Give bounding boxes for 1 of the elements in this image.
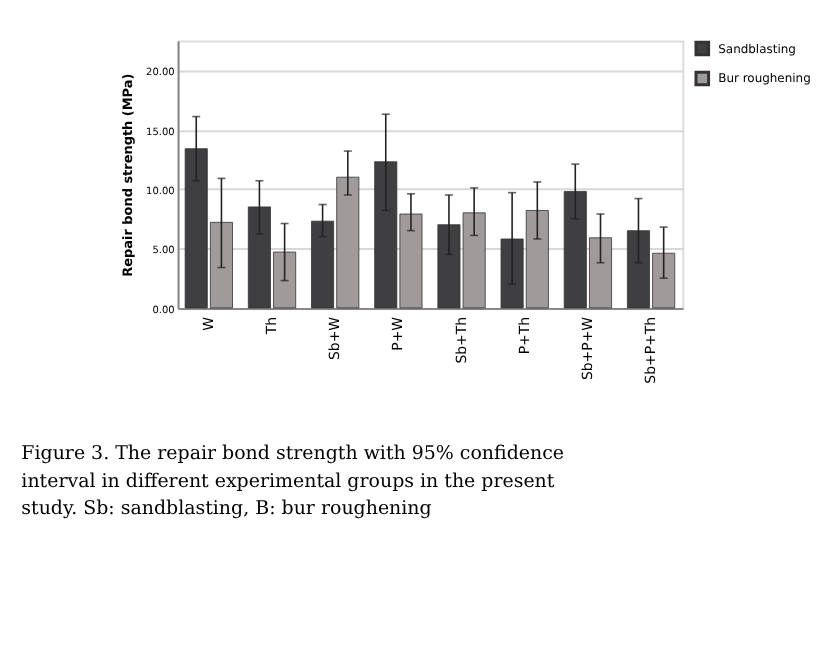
caption: Figure 3. The repair bond strength with 95% confidence interval in different experimental groups in the present study. Sb: sandblasting, B: bur roughening xyxy=(21,442,565,521)
